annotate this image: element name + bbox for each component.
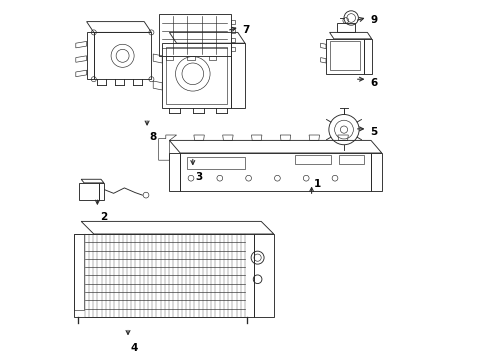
Text: 3: 3 xyxy=(196,172,202,182)
Text: 7: 7 xyxy=(242,25,249,35)
Text: 8: 8 xyxy=(149,132,157,143)
Text: 9: 9 xyxy=(370,15,377,26)
Text: 1: 1 xyxy=(314,179,321,189)
Text: 6: 6 xyxy=(370,78,377,88)
Text: 5: 5 xyxy=(370,127,377,138)
Text: 4: 4 xyxy=(130,343,138,353)
Text: 2: 2 xyxy=(100,212,107,222)
